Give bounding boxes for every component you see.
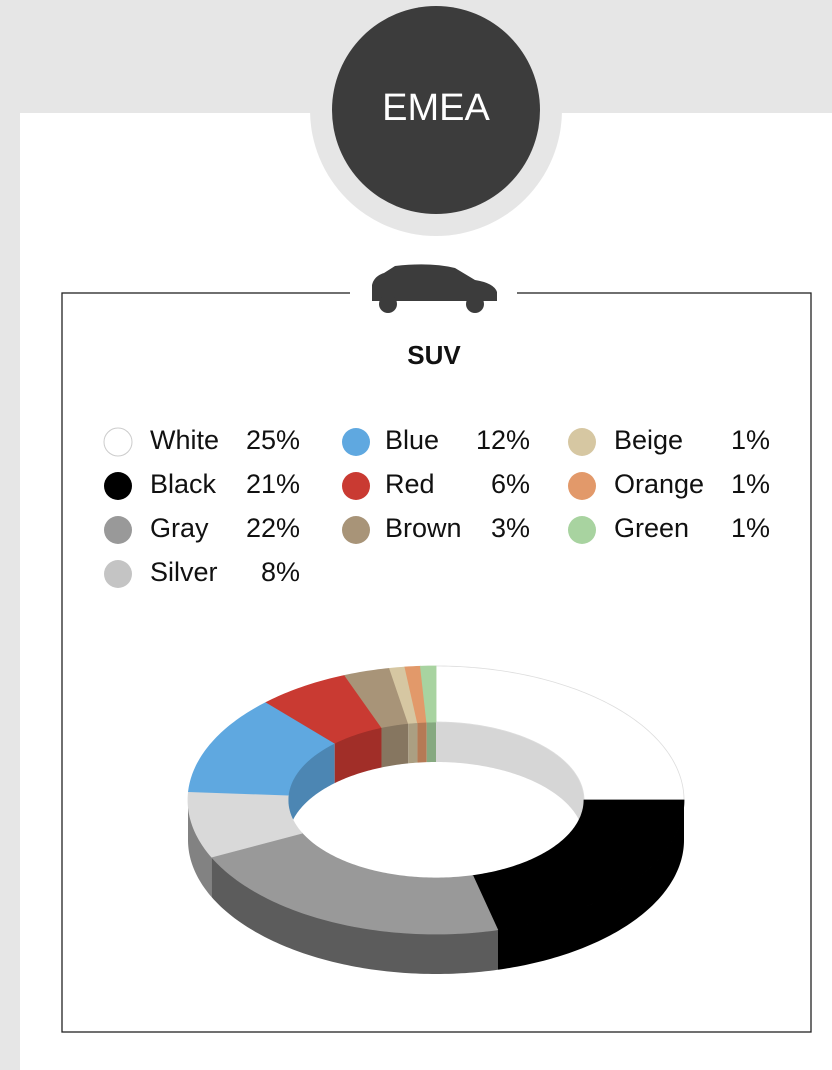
legend-value: 6% [491, 469, 530, 499]
legend-label: Red [385, 469, 435, 499]
legend-label: Brown [385, 513, 462, 543]
car-icon [372, 264, 497, 301]
legend-swatch [104, 516, 132, 544]
legend-swatch [104, 560, 132, 588]
legend-value: 1% [731, 513, 770, 543]
slice-inner-wall [417, 722, 427, 763]
badge [332, 6, 540, 214]
legend-label: Gray [150, 513, 209, 543]
legend-swatch [568, 472, 596, 500]
slice-inner-wall [288, 743, 335, 836]
slice-inner-wall [381, 723, 409, 768]
inner-walls [288, 722, 584, 840]
legend-label: White [150, 425, 219, 455]
legend-label: Orange [614, 469, 704, 499]
slice-inner-wall [408, 722, 418, 764]
slice-outer-wall [211, 857, 498, 974]
car-wheel [379, 295, 397, 313]
legend-swatch [342, 516, 370, 544]
legend-value: 1% [731, 425, 770, 455]
slice [419, 665, 437, 723]
legend-value: 12% [476, 425, 530, 455]
slice-outer-wall [497, 800, 684, 970]
slice-inner-wall [426, 722, 436, 763]
legend-label: Beige [614, 425, 683, 455]
legend-label: Black [150, 469, 217, 499]
legend-value: 21% [246, 469, 300, 499]
slice-inner-wall [334, 727, 382, 784]
slice-inner-wall [436, 722, 584, 840]
legend-value: 1% [731, 469, 770, 499]
legend-swatch [568, 428, 596, 456]
legend-value: 25% [246, 425, 300, 455]
legend-swatch [103, 427, 133, 457]
legend-label: Silver [150, 557, 218, 587]
legend-value: 22% [246, 513, 300, 543]
chart-title: SUV [407, 340, 461, 370]
legend-label: Green [614, 513, 689, 543]
legend-value: 3% [491, 513, 530, 543]
legend: White 25% Black 21% Gray 22% Silver 8% Blue 12% Re… [103, 425, 770, 588]
region-label: EMEA [382, 87, 490, 129]
legend-value: 8% [261, 557, 300, 587]
legend-swatch [342, 472, 370, 500]
legend-label: Blue [385, 425, 439, 455]
legend-swatch [568, 516, 596, 544]
slice-tops [187, 665, 685, 935]
car-wheel [466, 295, 484, 313]
legend-swatch [342, 428, 370, 456]
outer-walls [188, 800, 684, 974]
slice-outer-wall [188, 800, 212, 898]
legend-swatch [104, 472, 132, 500]
